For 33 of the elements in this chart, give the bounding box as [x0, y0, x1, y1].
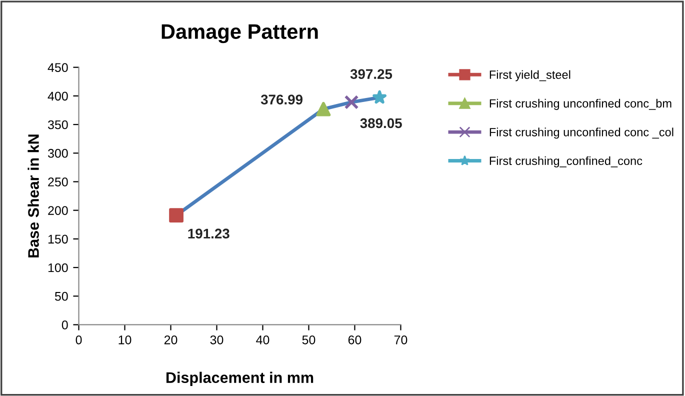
x-tick-label: 10	[118, 335, 132, 344]
y-tick-label: 400	[48, 92, 68, 101]
y-tick-label: 300	[48, 148, 68, 158]
point	[372, 90, 386, 104]
point	[169, 208, 184, 223]
data-label: 389.05	[360, 118, 402, 128]
legend-label: First crushing unconfined conc _col	[490, 128, 674, 139]
y-tick-label: 100	[48, 263, 68, 272]
y-tick-label: 250	[48, 178, 68, 186]
x-tick-label: 60	[348, 335, 362, 344]
y-tick-label: 150	[48, 234, 68, 244]
x-tick-label: 40	[256, 335, 270, 344]
point	[344, 94, 359, 110]
y-axis-title: Base Shear in kN	[28, 134, 39, 258]
legend-label: First yield_steel	[490, 70, 570, 82]
y-tick-label: 0	[62, 320, 68, 330]
chart-title: Damage Pattern	[162, 24, 318, 44]
x-tick-label: 70	[394, 335, 408, 344]
y-tick-label: 200	[48, 206, 68, 215]
legend-label: First crushing_confined_conc	[490, 156, 642, 168]
point	[316, 102, 331, 116]
x-tick-label: 20	[164, 335, 178, 344]
x-tick-label: 30	[210, 335, 224, 344]
x-tick-label: 50	[302, 335, 316, 344]
data-label: 376.99	[260, 94, 303, 104]
data-label: 397.25	[350, 69, 392, 80]
y-tick-label: 450	[48, 63, 68, 72]
data-label: 191.23	[188, 228, 230, 239]
x-axis-title: Displacement in mm	[166, 372, 314, 386]
y-tick-label: 350	[48, 120, 68, 130]
legend-label: First crushing unconfined conc_bm	[490, 98, 672, 110]
y-tick-label: 50	[54, 292, 68, 301]
x-tick-label: 0	[76, 335, 82, 344]
